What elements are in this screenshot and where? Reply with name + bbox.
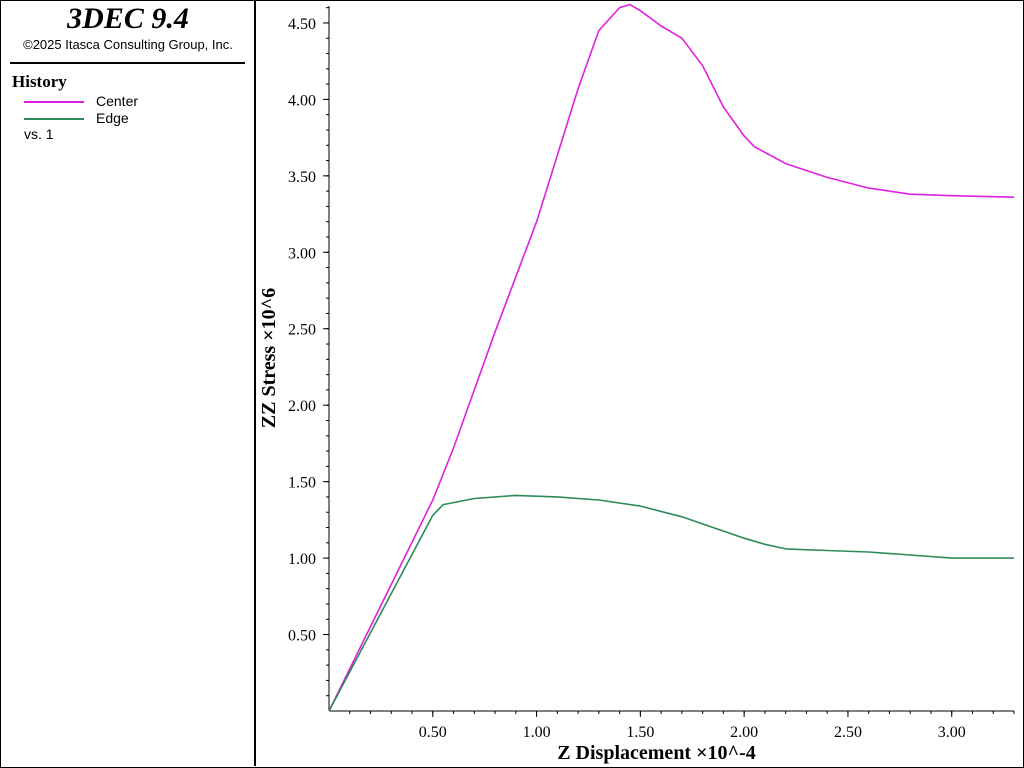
x-tick-label: 0.50: [419, 724, 447, 741]
y-tick-label: 1.00: [288, 551, 316, 568]
x-tick-label: 2.00: [730, 724, 758, 741]
y-tick-label: 2.00: [288, 398, 316, 415]
series-line-center: [328, 3, 1015, 712]
y-tick-label: 2.50: [288, 322, 316, 339]
y-tick-label: 1.50: [288, 475, 316, 492]
x-tick-label: 1.00: [523, 724, 551, 741]
legend-swatch-center: [24, 101, 84, 103]
y-tick-label: 4.00: [288, 92, 316, 109]
legend-label-edge: Edge: [96, 110, 129, 126]
x-tick-label: 3.00: [938, 724, 966, 741]
app-title: 3DEC 9.4: [67, 2, 189, 35]
legend-vs-label: vs. 1: [24, 126, 54, 142]
legend-divider: [10, 62, 245, 64]
legend-label-center: Center: [96, 93, 139, 109]
copyright-text: ©2025 Itasca Consulting Group, Inc.: [23, 37, 233, 52]
y-axis-title: ZZ Stress ×10^6: [258, 288, 280, 428]
chart-axes: [328, 6, 1014, 712]
legend-title: History: [12, 72, 67, 91]
y-tick-label: 3.50: [288, 169, 316, 186]
series-line-edge: [328, 494, 1014, 712]
x-tick-label: 1.50: [626, 724, 654, 741]
legend-panel: 3DEC 9.4 ©2025 Itasca Consulting Group, …: [0, 0, 256, 766]
y-tick-label: 0.50: [288, 628, 316, 645]
legend-swatch-edge: [24, 118, 84, 120]
x-axis-title: Z Displacement ×10^-4: [557, 742, 756, 764]
y-tick-label: 4.50: [288, 16, 316, 33]
x-tick-label: 2.50: [834, 724, 862, 741]
y-tick-label: 3.00: [288, 245, 316, 262]
chart-ticks: 0.50 1.00 1.50 2.00 2.50 3.00 0.50 1.00 1.50 2.00…: [288, 7, 1015, 741]
chart-series: [328, 3, 1015, 712]
